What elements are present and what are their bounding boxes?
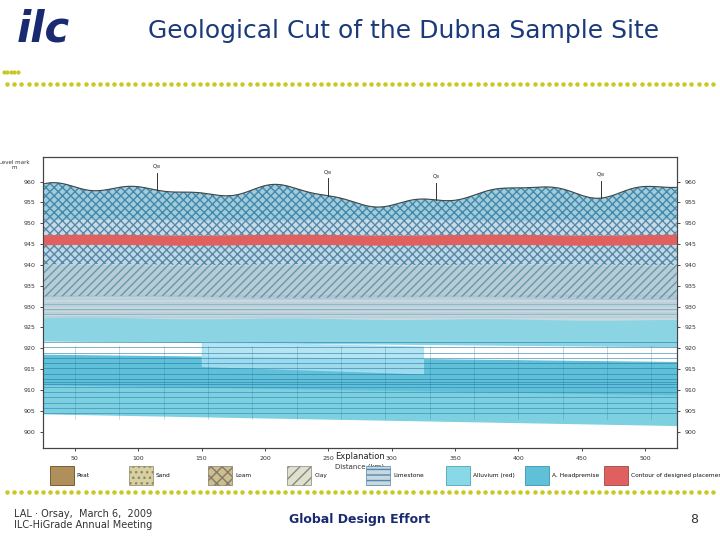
Bar <box>446 466 469 485</box>
Text: Peat: Peat <box>77 473 90 478</box>
Text: Alluvium (red): Alluvium (red) <box>473 473 515 478</box>
Text: Q$_{III}$: Q$_{III}$ <box>323 168 333 177</box>
Bar <box>525 466 549 485</box>
Text: 8: 8 <box>690 513 698 526</box>
Text: Limestone: Limestone <box>394 473 424 478</box>
Text: Q$_{III}$: Q$_{III}$ <box>596 170 606 179</box>
Text: Global Design Effort: Global Design Effort <box>289 513 431 526</box>
Text: ilc: ilc <box>17 9 70 51</box>
Text: Sand: Sand <box>156 473 171 478</box>
Text: Level mark
m: Level mark m <box>0 159 30 170</box>
Text: Geological Cut of the Dubna Sample Site: Geological Cut of the Dubna Sample Site <box>148 19 659 43</box>
Text: Clay: Clay <box>315 473 328 478</box>
X-axis label: Distance (km): Distance (km) <box>336 464 384 470</box>
Text: Explanation: Explanation <box>335 452 385 461</box>
Bar <box>366 466 390 485</box>
Text: A. Headpremise: A. Headpremise <box>552 473 599 478</box>
Bar <box>208 466 232 485</box>
Text: Q$_{II}$: Q$_{II}$ <box>432 172 441 181</box>
Text: Q$_{III}$: Q$_{III}$ <box>153 163 162 171</box>
Bar <box>287 466 311 485</box>
Bar <box>129 466 153 485</box>
Text: LAL · Orsay,  March 6,  2009
ILC-HiGrade Annual Meeting: LAL · Orsay, March 6, 2009 ILC-HiGrade A… <box>14 509 153 530</box>
Text: Contour of designed placement: Contour of designed placement <box>631 473 720 478</box>
Bar <box>604 466 628 485</box>
Text: Loam: Loam <box>235 473 251 478</box>
Bar <box>50 466 73 485</box>
